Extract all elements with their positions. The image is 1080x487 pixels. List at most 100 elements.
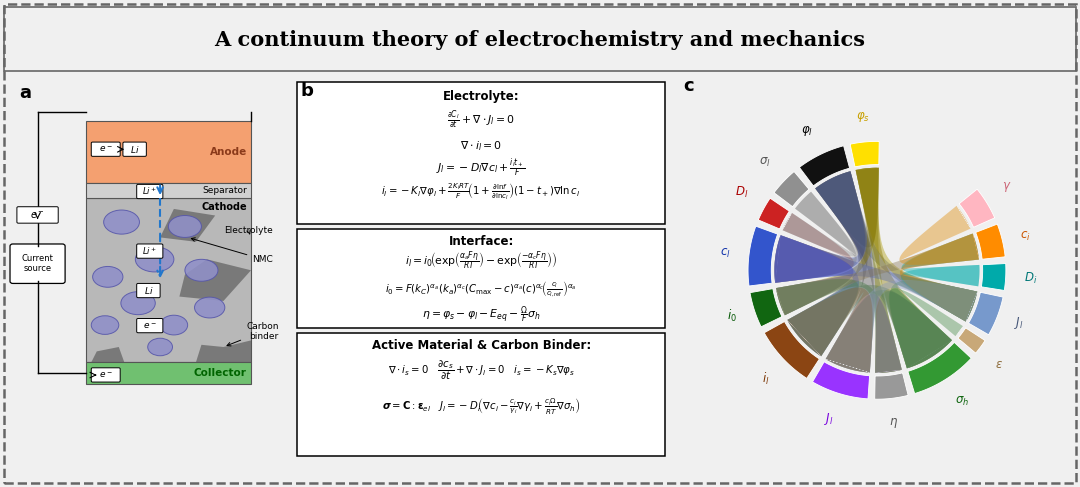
Bar [85, 121, 251, 183]
Text: Electrolyte: Electrolyte [225, 226, 273, 235]
Ellipse shape [148, 338, 173, 356]
Text: $\nabla \cdot i_l = 0$: $\nabla \cdot i_l = 0$ [460, 139, 502, 153]
Text: $\varepsilon$: $\varepsilon$ [995, 357, 1003, 371]
FancyBboxPatch shape [17, 207, 58, 223]
Text: Anode: Anode [210, 147, 247, 157]
Polygon shape [875, 373, 908, 399]
Polygon shape [815, 171, 977, 321]
Polygon shape [160, 209, 215, 242]
Text: $i_l = -K_l \nabla \varphi_l + \frac{2K_lRT}{F}\!\left(1+\frac{\partial\ln\!f}{\: $i_l = -K_l \nabla \varphi_l + \frac{2K_… [381, 181, 581, 202]
Polygon shape [195, 340, 251, 362]
Polygon shape [787, 285, 951, 368]
Polygon shape [902, 234, 980, 286]
FancyBboxPatch shape [137, 185, 163, 199]
Text: $D_l$: $D_l$ [734, 185, 747, 200]
Polygon shape [890, 280, 977, 368]
Text: a: a [19, 84, 31, 102]
Text: $Li$: $Li$ [130, 144, 139, 155]
Ellipse shape [92, 316, 119, 335]
Polygon shape [855, 168, 951, 368]
FancyBboxPatch shape [123, 142, 147, 156]
Text: $\frac{\partial C_l}{\partial t} + \nabla \cdot J_l = 0$: $\frac{\partial C_l}{\partial t} + \nabl… [447, 108, 515, 131]
Text: $i_0$: $i_0$ [727, 308, 738, 324]
Text: Separator: Separator [202, 186, 247, 195]
Text: $Li^+$: $Li^+$ [143, 245, 158, 257]
Polygon shape [765, 321, 820, 378]
Text: Cathode: Cathode [201, 202, 247, 212]
Text: $c_i$: $c_i$ [1020, 229, 1030, 243]
Text: $Li^+$: $Li^+$ [143, 186, 158, 197]
Polygon shape [774, 192, 856, 283]
Polygon shape [826, 294, 902, 373]
FancyBboxPatch shape [10, 244, 65, 283]
Text: c: c [684, 77, 694, 95]
Text: $\eta = \varphi_s - \varphi_l - E_{eq} - \frac{\Omega}{F}\sigma_h$: $\eta = \varphi_s - \varphi_l - E_{eq} -… [422, 305, 540, 326]
Polygon shape [900, 234, 978, 321]
Polygon shape [774, 171, 865, 283]
Polygon shape [812, 362, 869, 399]
Polygon shape [787, 287, 873, 373]
Polygon shape [815, 168, 879, 247]
Text: NMC: NMC [191, 238, 273, 264]
Text: $J_l$: $J_l$ [824, 411, 834, 427]
Text: $c_l$: $c_l$ [720, 247, 731, 260]
Text: A continuum theory of electrochemistry and mechanics: A continuum theory of electrochemistry a… [215, 30, 865, 50]
Polygon shape [826, 280, 977, 373]
Polygon shape [889, 287, 963, 368]
Text: $\varphi_s$: $\varphi_s$ [856, 110, 869, 124]
Polygon shape [969, 292, 1003, 335]
Polygon shape [774, 235, 859, 356]
FancyBboxPatch shape [297, 333, 665, 456]
Text: Collector: Collector [194, 368, 247, 378]
Polygon shape [855, 168, 977, 321]
Polygon shape [774, 235, 853, 315]
Ellipse shape [104, 210, 139, 234]
Polygon shape [748, 226, 778, 286]
Polygon shape [774, 171, 809, 206]
Text: Active Material & Carbon Binder:: Active Material & Carbon Binder: [372, 339, 591, 352]
Polygon shape [774, 235, 977, 321]
Polygon shape [982, 263, 1005, 290]
FancyBboxPatch shape [137, 318, 163, 333]
Polygon shape [975, 224, 1005, 259]
Ellipse shape [93, 266, 123, 287]
Polygon shape [958, 328, 985, 353]
Polygon shape [758, 198, 789, 229]
FancyBboxPatch shape [137, 244, 163, 258]
Ellipse shape [168, 215, 202, 237]
Polygon shape [826, 290, 951, 373]
Polygon shape [908, 342, 971, 393]
Text: $Li$: $Li$ [144, 285, 153, 296]
FancyBboxPatch shape [92, 368, 120, 382]
Polygon shape [855, 168, 902, 373]
Text: b: b [301, 82, 314, 100]
FancyBboxPatch shape [297, 82, 665, 224]
Polygon shape [777, 279, 902, 373]
Text: $e^-$: $e^-$ [98, 145, 112, 154]
Bar [85, 362, 251, 384]
Text: $i_l$: $i_l$ [762, 371, 769, 387]
Polygon shape [92, 347, 124, 362]
Text: $\eta$: $\eta$ [889, 416, 899, 431]
Text: Interface:: Interface: [448, 236, 514, 248]
FancyBboxPatch shape [297, 228, 665, 328]
Text: $D_i$: $D_i$ [1024, 270, 1037, 285]
Text: $\boldsymbol{\sigma} = \mathbf{C}:\boldsymbol{\varepsilon}_{el} \quad J_l = -D_l: $\boldsymbol{\sigma} = \mathbf{C}:\bolds… [382, 395, 580, 415]
Text: $e^-$: $e^-$ [98, 370, 112, 380]
Text: $e^-$: $e^-$ [143, 321, 157, 331]
Polygon shape [799, 146, 850, 186]
Ellipse shape [135, 247, 174, 272]
Bar [85, 198, 251, 362]
Ellipse shape [185, 259, 218, 281]
Polygon shape [777, 168, 879, 315]
Text: $\nabla \cdot i_s = 0 \quad \dfrac{\partial c_s}{\partial t} + \nabla \cdot J_l : $\nabla \cdot i_s = 0 \quad \dfrac{\part… [388, 358, 575, 382]
Ellipse shape [194, 297, 225, 318]
Ellipse shape [160, 315, 188, 335]
Polygon shape [900, 206, 978, 265]
Polygon shape [774, 213, 853, 283]
Text: $J_l = -D_l \nabla c_l + \frac{i_l t_+}{F}$: $J_l = -D_l \nabla c_l + \frac{i_l t_+}{… [436, 157, 526, 179]
Polygon shape [787, 171, 867, 356]
Polygon shape [815, 171, 874, 373]
Polygon shape [959, 189, 995, 227]
Ellipse shape [121, 292, 156, 315]
